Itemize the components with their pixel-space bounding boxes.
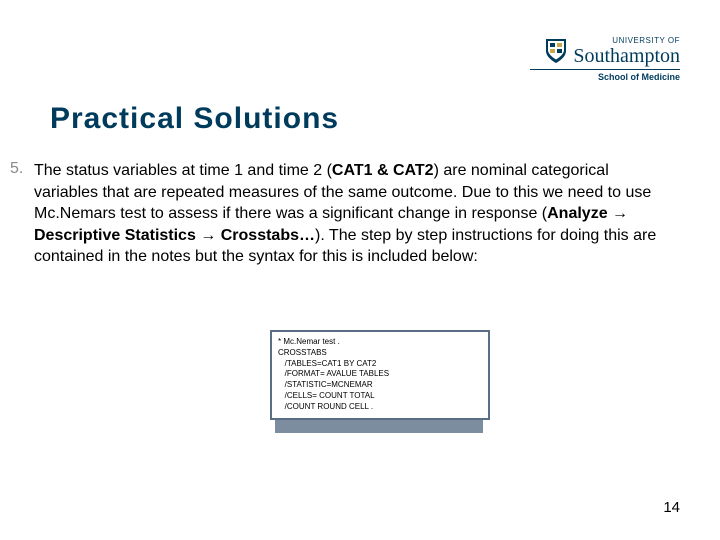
code-box: * Mc.Nemar test . CROSSTABS /TABLES=CAT1… — [270, 330, 490, 420]
logo-university-text: UNIVERSITY OF — [573, 36, 680, 45]
logo-school-text: School of Medicine — [530, 72, 680, 82]
list-number: 5. — [10, 160, 23, 178]
shield-icon — [545, 38, 567, 64]
code-block-wrap: * Mc.Nemar test . CROSSTABS /TABLES=CAT1… — [270, 330, 478, 420]
page-number: 14 — [663, 499, 680, 516]
university-logo: UNIVERSITY OF Southampton School of Medi… — [530, 36, 680, 82]
logo-divider — [530, 69, 680, 70]
body-paragraph: The status variables at time 1 and time … — [34, 160, 674, 268]
arrow-icon: → — [200, 227, 216, 244]
slide-title: Practical Solutions — [50, 102, 339, 136]
body-bold-cats: CAT1 & CAT2 — [332, 162, 434, 179]
body-bold-analyze: Analyze — [547, 205, 612, 222]
body-bold-crosstabs: Crosstabs… — [216, 227, 315, 244]
body-content: 5. The status variables at time 1 and ti… — [34, 160, 674, 268]
logo-name-text: Southampton — [573, 46, 680, 66]
body-text-a: The status variables at time 1 and time … — [34, 162, 332, 179]
arrow-icon: → — [612, 205, 628, 222]
body-bold-descstats: Descriptive Statistics — [34, 227, 200, 244]
